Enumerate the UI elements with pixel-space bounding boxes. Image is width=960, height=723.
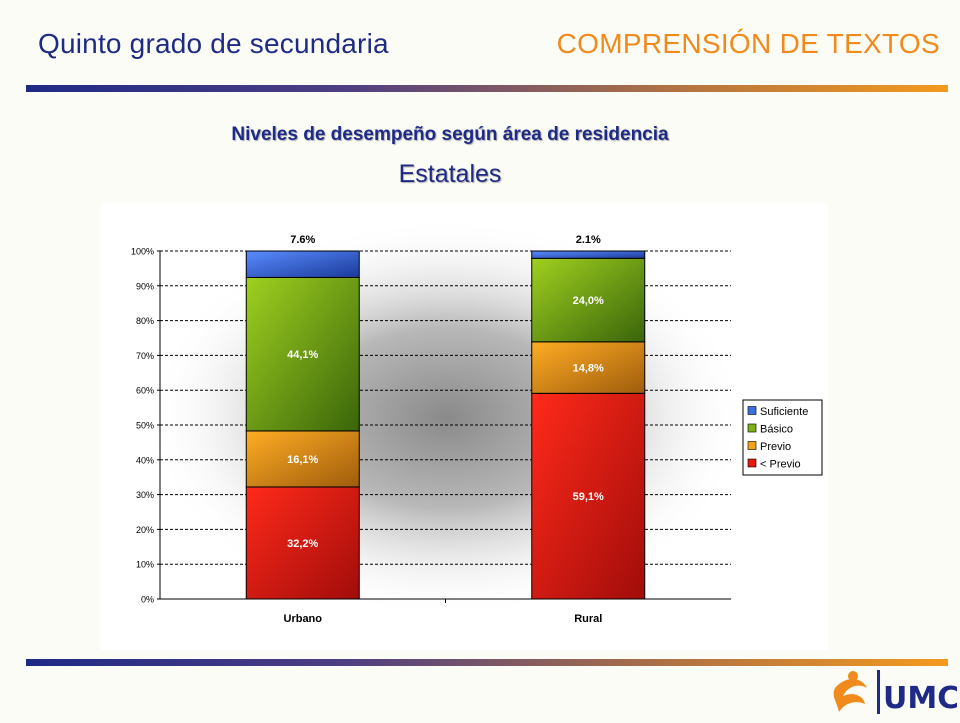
y-tick-label: 40% [136,455,154,465]
y-tick-label: 90% [136,281,154,291]
bar-segment [245,430,360,488]
x-tick-label: Urbano [284,613,323,625]
bottom-divider [26,659,948,666]
data-label: 2.1% [576,234,601,246]
legend-swatch [747,458,757,468]
y-tick-label: 20% [136,525,154,535]
chart-subtitle-secondary: Estatales [398,160,502,188]
top-divider [26,85,948,92]
data-label: 16,1% [287,454,318,466]
legend-label: Suficiente [760,406,808,418]
bar-segment [531,341,646,394]
plot-background-shade [147,218,747,618]
data-label: 24,0% [573,295,604,307]
legend-label: < Previo [760,459,801,471]
y-tick-label: 0% [141,595,154,605]
y-tick-label: 100% [131,247,154,257]
bar-segment [531,392,646,600]
bar-segment [245,250,360,278]
legend-swatch [747,441,757,450]
y-tick-label: 80% [136,316,154,326]
stacked-bar-chart: 0% 10% 20% 30% 40% 50% 60% 70% 80% 90% 100% 32,2% 1… [131,218,823,625]
bar-segment [245,276,360,432]
chart-subtitle: Niveles de desempeño según área de resid… [231,124,669,145]
data-label: 32,2% [287,538,318,550]
chart-area: 0% 10% 20% 30% 40% 50% 60% 70% 80% 90% 100% 32,2% 1… [101,203,828,650]
bar-segment [531,250,646,259]
legend-swatch [747,423,757,433]
data-label: 44,1% [287,349,318,361]
y-tick-label: 70% [136,351,154,361]
legend-label: Previo [760,441,791,453]
data-label: 59,1% [573,491,604,503]
header-right-title: COMPRENSIÓN DE TEXTOS [556,28,940,59]
y-tick-label: 30% [136,490,154,500]
umc-logo: UMC [827,666,959,718]
logo-text: UMC [883,681,957,716]
data-label: 7.6% [290,234,315,246]
legend-label: Básico [760,424,793,436]
x-tick-label: Rural [574,613,602,625]
y-tick-label: 60% [136,386,154,396]
y-tick-label: 50% [136,421,154,431]
header-left-title: Quinto grado de secundaria [38,28,389,59]
legend-swatch [747,406,757,415]
logo-figure-icon [833,678,867,712]
data-label: 14,8% [573,363,604,375]
y-tick-label: 10% [136,560,154,570]
